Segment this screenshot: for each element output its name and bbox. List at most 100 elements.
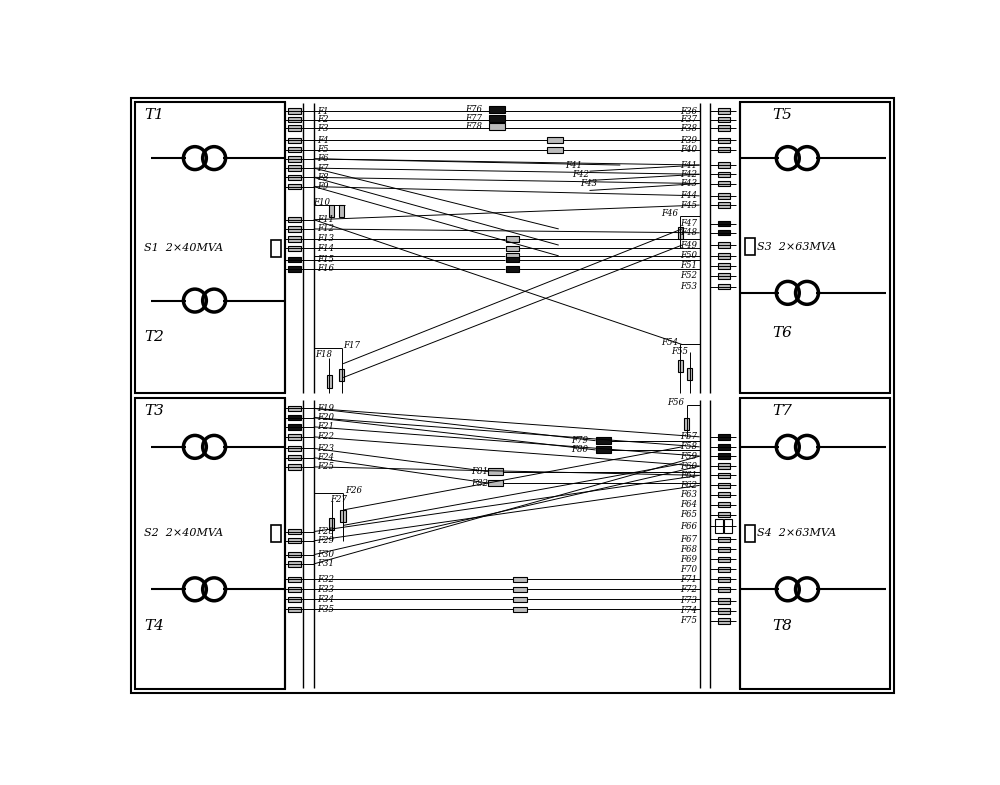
Text: F75: F75 bbox=[680, 616, 697, 626]
Text: S3  2×63MVA: S3 2×63MVA bbox=[757, 242, 836, 252]
Bar bbox=[513, 577, 527, 582]
Text: F47: F47 bbox=[680, 219, 697, 228]
Bar bbox=[288, 406, 301, 411]
Text: F22: F22 bbox=[317, 433, 334, 441]
Bar bbox=[718, 117, 730, 122]
Text: F34: F34 bbox=[317, 595, 334, 604]
Text: F79: F79 bbox=[571, 436, 588, 445]
Bar bbox=[288, 455, 301, 460]
Bar bbox=[288, 577, 301, 582]
Bar bbox=[288, 236, 301, 242]
Bar bbox=[718, 567, 730, 572]
Text: F3: F3 bbox=[317, 123, 328, 133]
Bar bbox=[288, 552, 301, 557]
Text: F9: F9 bbox=[317, 182, 328, 191]
Bar bbox=[271, 239, 281, 257]
Bar bbox=[506, 246, 519, 251]
Bar bbox=[718, 537, 730, 542]
Bar bbox=[513, 586, 527, 592]
Text: F80: F80 bbox=[571, 445, 588, 455]
Bar bbox=[288, 424, 301, 429]
Bar bbox=[288, 529, 301, 535]
Text: F55: F55 bbox=[671, 347, 688, 356]
Bar bbox=[288, 126, 301, 131]
Bar bbox=[288, 246, 301, 251]
Text: F63: F63 bbox=[680, 490, 697, 499]
Bar bbox=[718, 512, 730, 517]
Text: F35: F35 bbox=[317, 604, 334, 614]
Bar bbox=[718, 108, 730, 114]
Text: F10: F10 bbox=[313, 198, 330, 206]
Bar bbox=[288, 561, 301, 567]
Bar bbox=[339, 369, 344, 382]
Text: F74: F74 bbox=[680, 606, 697, 615]
Text: T8: T8 bbox=[773, 619, 793, 633]
Text: F14: F14 bbox=[317, 243, 334, 253]
Text: F42: F42 bbox=[680, 170, 697, 179]
Text: F32: F32 bbox=[317, 575, 334, 584]
Text: F23: F23 bbox=[317, 444, 334, 453]
Text: F21: F21 bbox=[317, 422, 334, 431]
Bar bbox=[288, 108, 301, 114]
Bar bbox=[288, 117, 301, 122]
Bar bbox=[745, 238, 755, 255]
Text: F28: F28 bbox=[317, 527, 334, 536]
Bar bbox=[718, 598, 730, 604]
Text: F43: F43 bbox=[580, 179, 597, 188]
Bar bbox=[718, 254, 730, 258]
Text: F24: F24 bbox=[317, 453, 334, 462]
Bar bbox=[718, 502, 730, 507]
Text: T2: T2 bbox=[144, 330, 164, 344]
Bar bbox=[718, 273, 730, 279]
Bar bbox=[547, 137, 563, 144]
Text: F42: F42 bbox=[572, 170, 590, 179]
Bar bbox=[718, 454, 730, 458]
Text: F16: F16 bbox=[317, 265, 334, 273]
Text: F1: F1 bbox=[317, 107, 328, 115]
Text: F45: F45 bbox=[680, 201, 697, 210]
Text: F29: F29 bbox=[317, 536, 334, 546]
Text: F71: F71 bbox=[680, 575, 697, 584]
Text: F64: F64 bbox=[680, 500, 697, 509]
Bar bbox=[488, 480, 503, 486]
Bar bbox=[718, 492, 730, 497]
Text: F56: F56 bbox=[667, 398, 684, 407]
Text: F67: F67 bbox=[680, 535, 697, 544]
Text: F31: F31 bbox=[317, 560, 334, 568]
Text: S2  2×40MVA: S2 2×40MVA bbox=[144, 528, 224, 538]
Text: S1  2×40MVA: S1 2×40MVA bbox=[144, 243, 224, 254]
Text: F66: F66 bbox=[680, 522, 697, 531]
Text: F20: F20 bbox=[317, 413, 334, 422]
Text: F44: F44 bbox=[680, 192, 697, 200]
Text: F15: F15 bbox=[317, 255, 334, 265]
Bar bbox=[288, 464, 301, 469]
Bar bbox=[506, 257, 519, 262]
Bar bbox=[288, 147, 301, 152]
Bar bbox=[288, 226, 301, 232]
Bar bbox=[288, 166, 301, 171]
Text: F11: F11 bbox=[317, 215, 334, 225]
Text: F6: F6 bbox=[317, 155, 328, 163]
Bar bbox=[718, 137, 730, 143]
Text: F33: F33 bbox=[317, 585, 334, 593]
Bar bbox=[718, 463, 730, 469]
Bar bbox=[506, 254, 519, 258]
Bar bbox=[329, 517, 334, 530]
Bar bbox=[718, 126, 730, 131]
Bar bbox=[678, 360, 683, 372]
Text: T6: T6 bbox=[773, 326, 793, 340]
Text: F50: F50 bbox=[680, 251, 697, 261]
Bar bbox=[288, 446, 301, 451]
Text: F57: F57 bbox=[680, 433, 697, 441]
Bar bbox=[288, 607, 301, 612]
Bar bbox=[513, 597, 527, 602]
Bar bbox=[718, 473, 730, 478]
Bar bbox=[489, 123, 505, 130]
Text: F69: F69 bbox=[680, 555, 697, 564]
Bar bbox=[288, 597, 301, 602]
Text: F53: F53 bbox=[680, 282, 697, 291]
Bar bbox=[288, 538, 301, 543]
Text: F82: F82 bbox=[471, 479, 488, 487]
Text: F40: F40 bbox=[680, 145, 697, 154]
Bar bbox=[718, 546, 730, 552]
